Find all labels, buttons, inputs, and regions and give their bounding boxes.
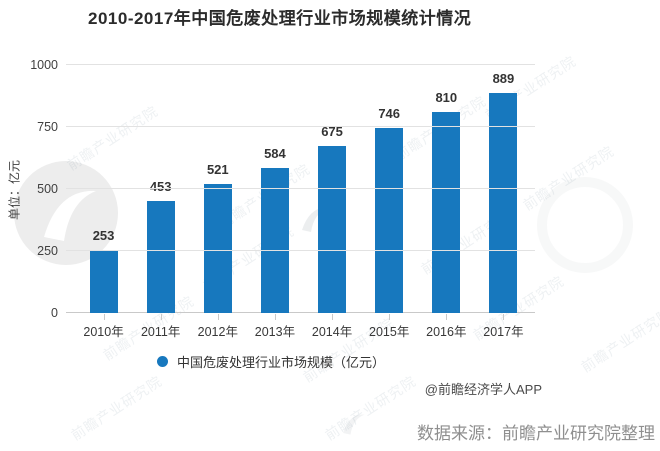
- bar-column: 675 2014年: [304, 65, 361, 339]
- x-tick-label: 2013年: [254, 325, 296, 339]
- bar-column: 584 2013年: [246, 65, 303, 339]
- bar: [89, 250, 118, 313]
- x-axis-tick: [274, 314, 276, 320]
- bar: [260, 168, 289, 313]
- bar-series: 253 2010年 453 2011年 521 2012年 584 2013年 675 2014年…: [66, 65, 535, 339]
- y-axis-labels: 0 250 500 750 1000: [0, 58, 58, 320]
- x-tick-label: 2016年: [426, 325, 467, 339]
- bar-value-label: 675: [321, 123, 343, 139]
- x-axis-tick: [103, 314, 105, 320]
- bar-value-label: 889: [492, 70, 515, 86]
- bar: [375, 128, 404, 313]
- legend-label: 中国危废处理行业市场规模（亿元）: [177, 355, 386, 370]
- x-axis-tick: [217, 314, 219, 320]
- gridline: [66, 188, 535, 189]
- bar: [489, 92, 518, 313]
- x-tick-label: 2012年: [197, 325, 238, 339]
- watermark-text: 前瞻产业研究院: [68, 372, 165, 444]
- ring-watermark-icon: [537, 177, 633, 273]
- x-tick-label: 2017年: [483, 325, 524, 339]
- credit-watermark: @前瞻经济学人APP: [424, 382, 542, 397]
- legend-marker-icon: [157, 356, 168, 367]
- gridline: [66, 126, 535, 127]
- y-tick-label: 0: [51, 306, 58, 320]
- x-axis-tick: [503, 314, 505, 320]
- bar-column: 810 2016年: [418, 65, 475, 339]
- watermark-text: 前瞻产业研究院: [322, 372, 419, 444]
- gridline: [66, 250, 535, 251]
- y-tick-label: 1000: [30, 58, 58, 72]
- legend: 中国危废处理行业市场规模（亿元）: [157, 352, 385, 371]
- x-axis-tick: [332, 314, 334, 320]
- plot-area: 253 2010年 453 2011年 521 2012年 584 2013年 675 2014年…: [66, 64, 535, 339]
- bar-column: 746 2015年: [361, 65, 418, 339]
- data-source: 数据来源：前瞻产业研究院整理: [417, 424, 655, 443]
- x-tick-label: 2015年: [369, 325, 410, 339]
- bar-value-label: 746: [378, 106, 401, 121]
- gridline: [66, 64, 535, 65]
- bar-value-label: 521: [206, 161, 229, 177]
- bar: [432, 112, 461, 313]
- bar-value-label: 810: [435, 90, 458, 106]
- y-tick-label: 750: [37, 120, 58, 134]
- y-tick-label: 250: [37, 244, 58, 258]
- bar-column: 253 2010年: [75, 65, 132, 339]
- x-axis-line: [66, 312, 535, 313]
- x-tick-label: 2011年: [140, 325, 181, 339]
- y-tick-label: 500: [37, 182, 58, 196]
- x-axis-tick: [160, 314, 162, 320]
- bar-value-label: 453: [149, 178, 172, 194]
- bar: [146, 200, 175, 313]
- bar-column: 889 2017年: [475, 65, 532, 339]
- x-axis-tick: [446, 314, 448, 320]
- chart-title: 2010-2017年中国危废处理行业市场规模统计情况: [88, 9, 472, 28]
- bar-column: 521 2012年: [189, 65, 246, 339]
- bar-column: 453 2011年: [132, 65, 189, 339]
- bar: [318, 145, 347, 313]
- watermark-text: 前瞻产业研究院: [578, 304, 660, 376]
- bar: [203, 183, 232, 313]
- bar-value-label: 584: [264, 146, 286, 162]
- x-tick-label: 2010年: [83, 325, 124, 339]
- x-tick-label: 2014年: [311, 325, 353, 339]
- bar-value-label: 253: [92, 228, 115, 244]
- x-axis-tick: [389, 314, 391, 320]
- swoosh-watermark-icon: [338, 408, 368, 443]
